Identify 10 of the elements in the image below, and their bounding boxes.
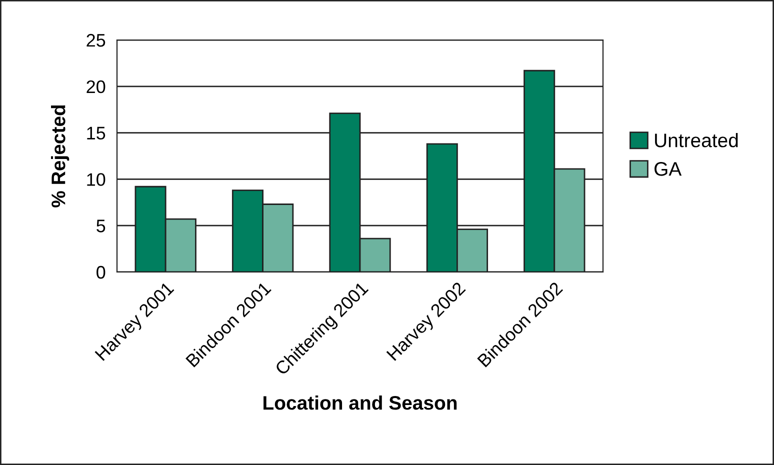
y-tick-label: 10 [87, 173, 106, 186]
y-tick-label: 25 [86, 34, 106, 47]
y-tick-label: 15 [87, 126, 106, 140]
y-tick-label: 0 [96, 266, 106, 279]
legend-label: GA [654, 162, 682, 176]
y-tick-label: 20 [86, 80, 106, 94]
y-tick-label: 5 [96, 220, 106, 232]
legend-label: Untreated [655, 133, 738, 148]
y-axis-title: % Rejected [51, 105, 70, 208]
x-axis-title: Location and Season [264, 395, 457, 410]
